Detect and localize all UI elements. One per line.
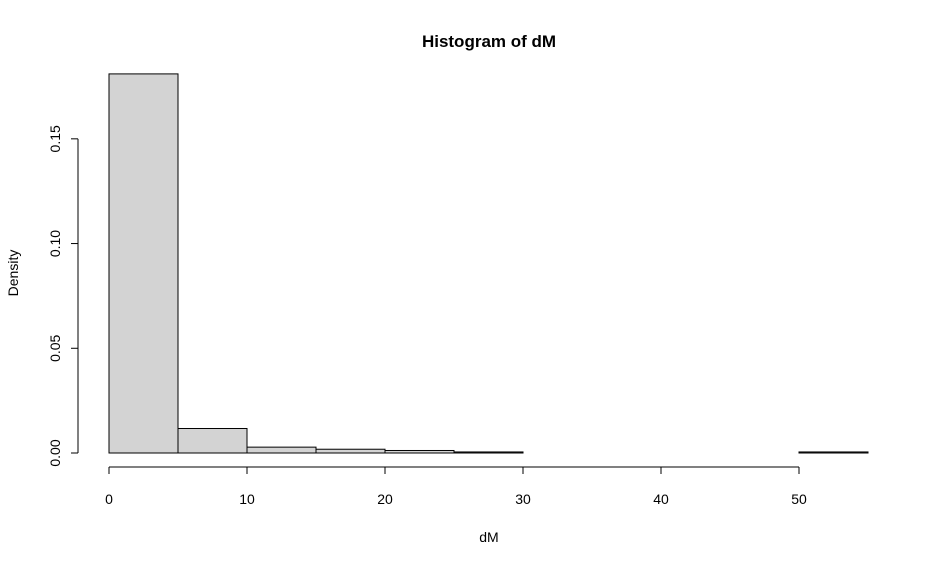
x-axis-label: dM (479, 529, 498, 545)
histogram-bar-5 (453, 451, 524, 454)
y-tick-label: 0.00 (47, 439, 63, 466)
x-tick-label: 20 (377, 491, 393, 507)
x-tick-label: 0 (105, 491, 113, 507)
y-axis: 0.00 0.05 0.10 0.15 (47, 125, 79, 467)
x-tick-label: 30 (515, 491, 531, 507)
histogram-bar-0 (108, 73, 179, 454)
x-axis: 0 10 20 30 40 50 (105, 466, 807, 507)
y-tick-label: 0.05 (47, 334, 63, 361)
x-tick-label: 10 (239, 491, 255, 507)
y-axis-label: Density (5, 250, 21, 297)
histogram-bar-2 (246, 446, 317, 454)
histogram-bar-10 (798, 451, 869, 454)
histogram-bars (108, 73, 869, 454)
chart-title: Histogram of dM (422, 32, 556, 51)
x-tick-label: 50 (791, 491, 807, 507)
y-tick-label: 0.15 (47, 125, 63, 152)
y-tick-label: 0.10 (47, 230, 63, 257)
histogram-bar-1 (177, 427, 248, 454)
x-tick-label: 40 (653, 491, 669, 507)
histogram-bar-3 (315, 448, 386, 454)
histogram-bar-4 (384, 449, 455, 454)
